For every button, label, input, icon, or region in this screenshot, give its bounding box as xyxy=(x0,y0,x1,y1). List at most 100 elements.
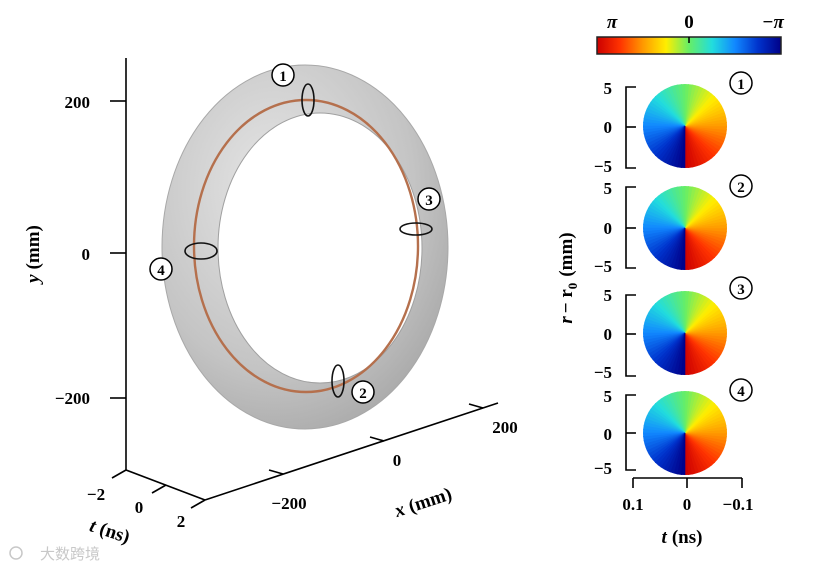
marker-1-label: 1 xyxy=(279,69,287,85)
panel-1-marker xyxy=(729,71,753,95)
disc-sector xyxy=(643,325,686,334)
disc-sector xyxy=(684,291,690,334)
disc-sector xyxy=(677,227,686,270)
disc-sector xyxy=(673,227,686,270)
marker-2-label: 2 xyxy=(359,386,367,402)
disc-sector xyxy=(673,332,686,375)
x-axis-title-unit: (mm) xyxy=(406,484,455,518)
torus-surface xyxy=(150,50,460,450)
panel-2-tick-5: 5 xyxy=(604,179,613,198)
panel-4-tick-m5: −5 xyxy=(594,459,612,478)
colorbar-label-0: 0 xyxy=(684,12,694,33)
disc-sector xyxy=(684,125,727,138)
disc-sector xyxy=(643,425,686,434)
y-axis-title-unit: (mm) xyxy=(23,225,44,269)
disc-sector xyxy=(684,186,693,229)
disc-sector xyxy=(643,121,686,127)
t-tick-2 xyxy=(190,499,206,509)
vortex-loop-1 xyxy=(301,83,315,117)
panel-3-tick-0: 0 xyxy=(604,325,613,344)
panel-3-tick-m5: −5 xyxy=(594,363,612,382)
panel-4-tick-0: 0 xyxy=(604,425,613,444)
disc-sector xyxy=(684,291,693,334)
disc-sector xyxy=(643,114,686,127)
left-plot: 200 0 −200 −200 0 200 −2 0 2 y(mm) x(mm)… xyxy=(23,50,518,548)
torus-inner-edge xyxy=(217,112,423,384)
panel-3-axis xyxy=(625,294,636,377)
disc-sector xyxy=(673,125,686,168)
panel-1-tick-5: 5 xyxy=(604,79,613,98)
x-axis-line xyxy=(204,402,499,501)
disc-sector xyxy=(673,432,686,475)
disc-sector xyxy=(680,125,686,168)
marker-3: 3 xyxy=(417,187,441,211)
right-y-title-unit: (mm) xyxy=(556,232,577,276)
panel-1-tick-m5: −5 xyxy=(594,157,612,176)
y-tick-label-0: 0 xyxy=(82,245,91,264)
disc-sector xyxy=(677,432,686,475)
disc-sector xyxy=(684,332,727,345)
marker-4: 4 xyxy=(149,257,173,281)
left-axes xyxy=(110,58,499,509)
disc-sector xyxy=(684,84,690,127)
right-x-title-var: t xyxy=(662,527,668,548)
x-tick-label-200: 200 xyxy=(492,418,518,437)
panel-1-tick-0: 0 xyxy=(604,118,613,137)
disc-sector xyxy=(684,432,727,441)
right-x-axis: 0.1 0 −0.1 t (ns) xyxy=(622,477,754,548)
panel-4-tick-5: 5 xyxy=(604,387,613,406)
t-axis-title: t(ns) xyxy=(87,515,132,548)
x-tick-m200 xyxy=(268,469,284,475)
torus-outer-edge xyxy=(161,64,449,430)
panel-3-disc xyxy=(643,291,727,375)
right-x-tick-label-m0p1: −0.1 xyxy=(723,495,754,514)
right-x-axis-title: t (ns) xyxy=(662,527,703,548)
colorbar-label-pi: π xyxy=(607,12,618,33)
panel-1-disc xyxy=(643,84,727,168)
panel-1-marker-label: 1 xyxy=(737,77,745,93)
watermark-text: 大数跨境 xyxy=(40,545,100,563)
disc-sector xyxy=(684,391,697,434)
right-panels: r− r0(mm) 5 0 −5 1 5 0 −5 2 xyxy=(556,71,754,548)
watermark: 大数跨境 xyxy=(9,545,100,563)
x-tick-200 xyxy=(468,403,484,409)
panel-2-marker-label: 2 xyxy=(737,180,745,196)
disc-sector xyxy=(680,332,686,375)
panel-3-tick-5: 5 xyxy=(604,286,613,305)
panel-2: 5 0 −5 2 xyxy=(594,174,753,276)
t-tick-label-m2: −2 xyxy=(87,485,105,504)
disc-sector xyxy=(684,332,727,338)
vortex-loop-4 xyxy=(184,242,218,260)
disc-sector xyxy=(684,332,727,341)
disc-sector xyxy=(684,227,727,236)
disc-sector xyxy=(684,391,690,434)
panel-4-marker xyxy=(729,378,753,402)
t-tick-label-2: 2 xyxy=(177,512,186,531)
disc-sector xyxy=(684,125,727,131)
marker-2: 2 xyxy=(351,380,375,404)
panel-4-disc xyxy=(643,391,727,475)
disc-sector xyxy=(684,432,727,445)
vortex-loop-2 xyxy=(331,364,345,398)
right-y-axis-title: r − r0 (mm) xyxy=(556,232,580,323)
disc-sector xyxy=(684,391,693,434)
t-tick-label-0: 0 xyxy=(135,498,144,517)
x-axis-title-var: x xyxy=(391,499,408,522)
disc-sector xyxy=(684,227,727,240)
t-axis-title-unit: (ns) xyxy=(97,519,133,548)
right-y-title-var: r xyxy=(556,316,577,324)
panel-2-tick-m5: −5 xyxy=(594,257,612,276)
disc-sector xyxy=(684,84,697,127)
marker-4-label: 4 xyxy=(157,263,165,279)
marker-1: 1 xyxy=(271,63,295,87)
colorbar-label-mpi: −π xyxy=(762,12,785,33)
disc-sector xyxy=(643,321,686,334)
vortex-loop-3 xyxy=(399,222,433,236)
marker-3-label: 3 xyxy=(425,193,433,209)
panel-2-tick-0: 0 xyxy=(604,219,613,238)
panel-3: 5 0 −5 3 xyxy=(594,276,753,382)
right-x-tick-label-0p1: 0.1 xyxy=(622,495,643,514)
disc-sector xyxy=(680,432,686,475)
y-tick-label-m200: −200 xyxy=(55,389,90,408)
